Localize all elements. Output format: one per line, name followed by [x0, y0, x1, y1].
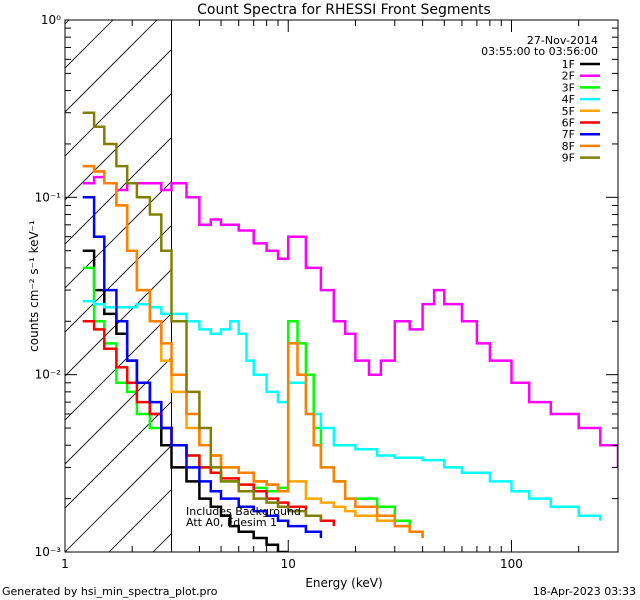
y-tick-label: 10⁰ [41, 13, 61, 27]
hatch-line [65, 92, 172, 201]
series-line-9f [82, 111, 323, 521]
legend-label-8f: 8F [562, 140, 575, 153]
hatch-line [65, 48, 172, 157]
legend-label-1f: 1F [562, 58, 575, 71]
legend-label-7f: 7F [562, 128, 575, 141]
series-line-2f [82, 175, 618, 468]
chart-title: Count Spectra for RHESSI Front Segments [197, 2, 491, 18]
legend-label-9f: 9F [562, 152, 575, 165]
x-axis-label: Energy (keV) [305, 576, 382, 590]
legend-label-5f: 5F [562, 105, 575, 118]
series-line-1f [82, 249, 289, 552]
series-layer [82, 111, 618, 552]
legend-label-3f: 3F [562, 81, 575, 94]
hatch-line [65, 312, 172, 421]
series-line-6f [82, 320, 336, 527]
hatch-line [65, 356, 172, 465]
annotation-line-2: Att A0, Fdesim 1 [186, 516, 277, 529]
y-tick-label: 10⁻¹ [35, 190, 62, 204]
series-line-8f [82, 164, 424, 538]
hatch-line [65, 400, 172, 509]
hatch-line [108, 488, 172, 552]
hatch-line [593, 20, 640, 552]
time-range-label: 03:55:00 to 03:56:00 [481, 45, 598, 58]
series-line-4f [82, 299, 602, 521]
hatch-line [65, 180, 172, 289]
plot-frame [64, 19, 619, 553]
legend-label-4f: 4F [562, 93, 575, 106]
x-tick-label: 10 [281, 557, 296, 571]
hatch-line [417, 20, 640, 552]
hatch-line [65, 20, 114, 69]
y-axis-label: counts cm⁻² s⁻¹ keV⁻¹ [27, 220, 41, 352]
hatch-line [65, 444, 172, 552]
x-tick-label: 1 [61, 557, 69, 571]
axis-layer: 1 10 100 10⁻³ 10⁻² 10⁻¹ 10⁰ [35, 13, 619, 571]
footer-timestamp: 18-Apr-2023 03:33 [533, 585, 636, 598]
date-label: 27-Nov-2014 [527, 34, 598, 47]
y-tick-label: 10⁻³ [35, 545, 62, 559]
footer-generated: Generated by hsi_min_spectra_plot.pro [2, 585, 218, 598]
annotation-line-1: Includes Background [186, 505, 301, 518]
y-tick-label: 10⁻² [35, 368, 62, 382]
hatch-line [65, 268, 172, 377]
legend-label-2f: 2F [562, 70, 575, 83]
hatch-line [65, 20, 158, 113]
hatch-line [65, 224, 172, 333]
series-line-7f [82, 196, 323, 538]
x-tick-label: 100 [500, 557, 523, 571]
legend-label-6f: 6F [562, 117, 575, 130]
